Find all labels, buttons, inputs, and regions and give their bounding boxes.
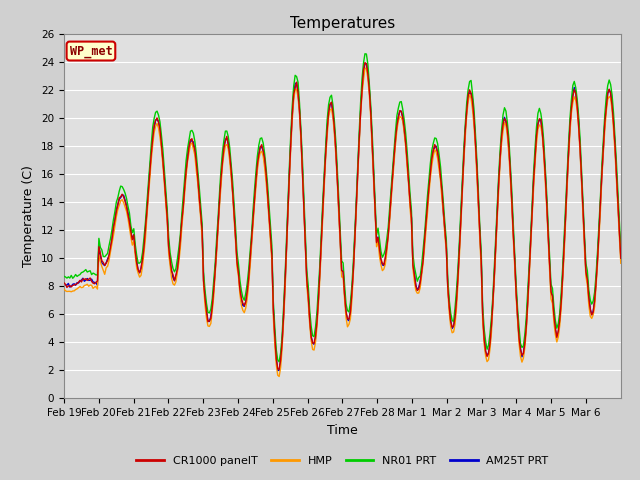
Legend: CR1000 panelT, HMP, NR01 PRT, AM25T PRT: CR1000 panelT, HMP, NR01 PRT, AM25T PRT <box>132 451 553 470</box>
Title: Temperatures: Temperatures <box>290 16 395 31</box>
X-axis label: Time: Time <box>327 424 358 437</box>
Text: WP_met: WP_met <box>70 45 112 58</box>
Y-axis label: Temperature (C): Temperature (C) <box>22 165 35 267</box>
